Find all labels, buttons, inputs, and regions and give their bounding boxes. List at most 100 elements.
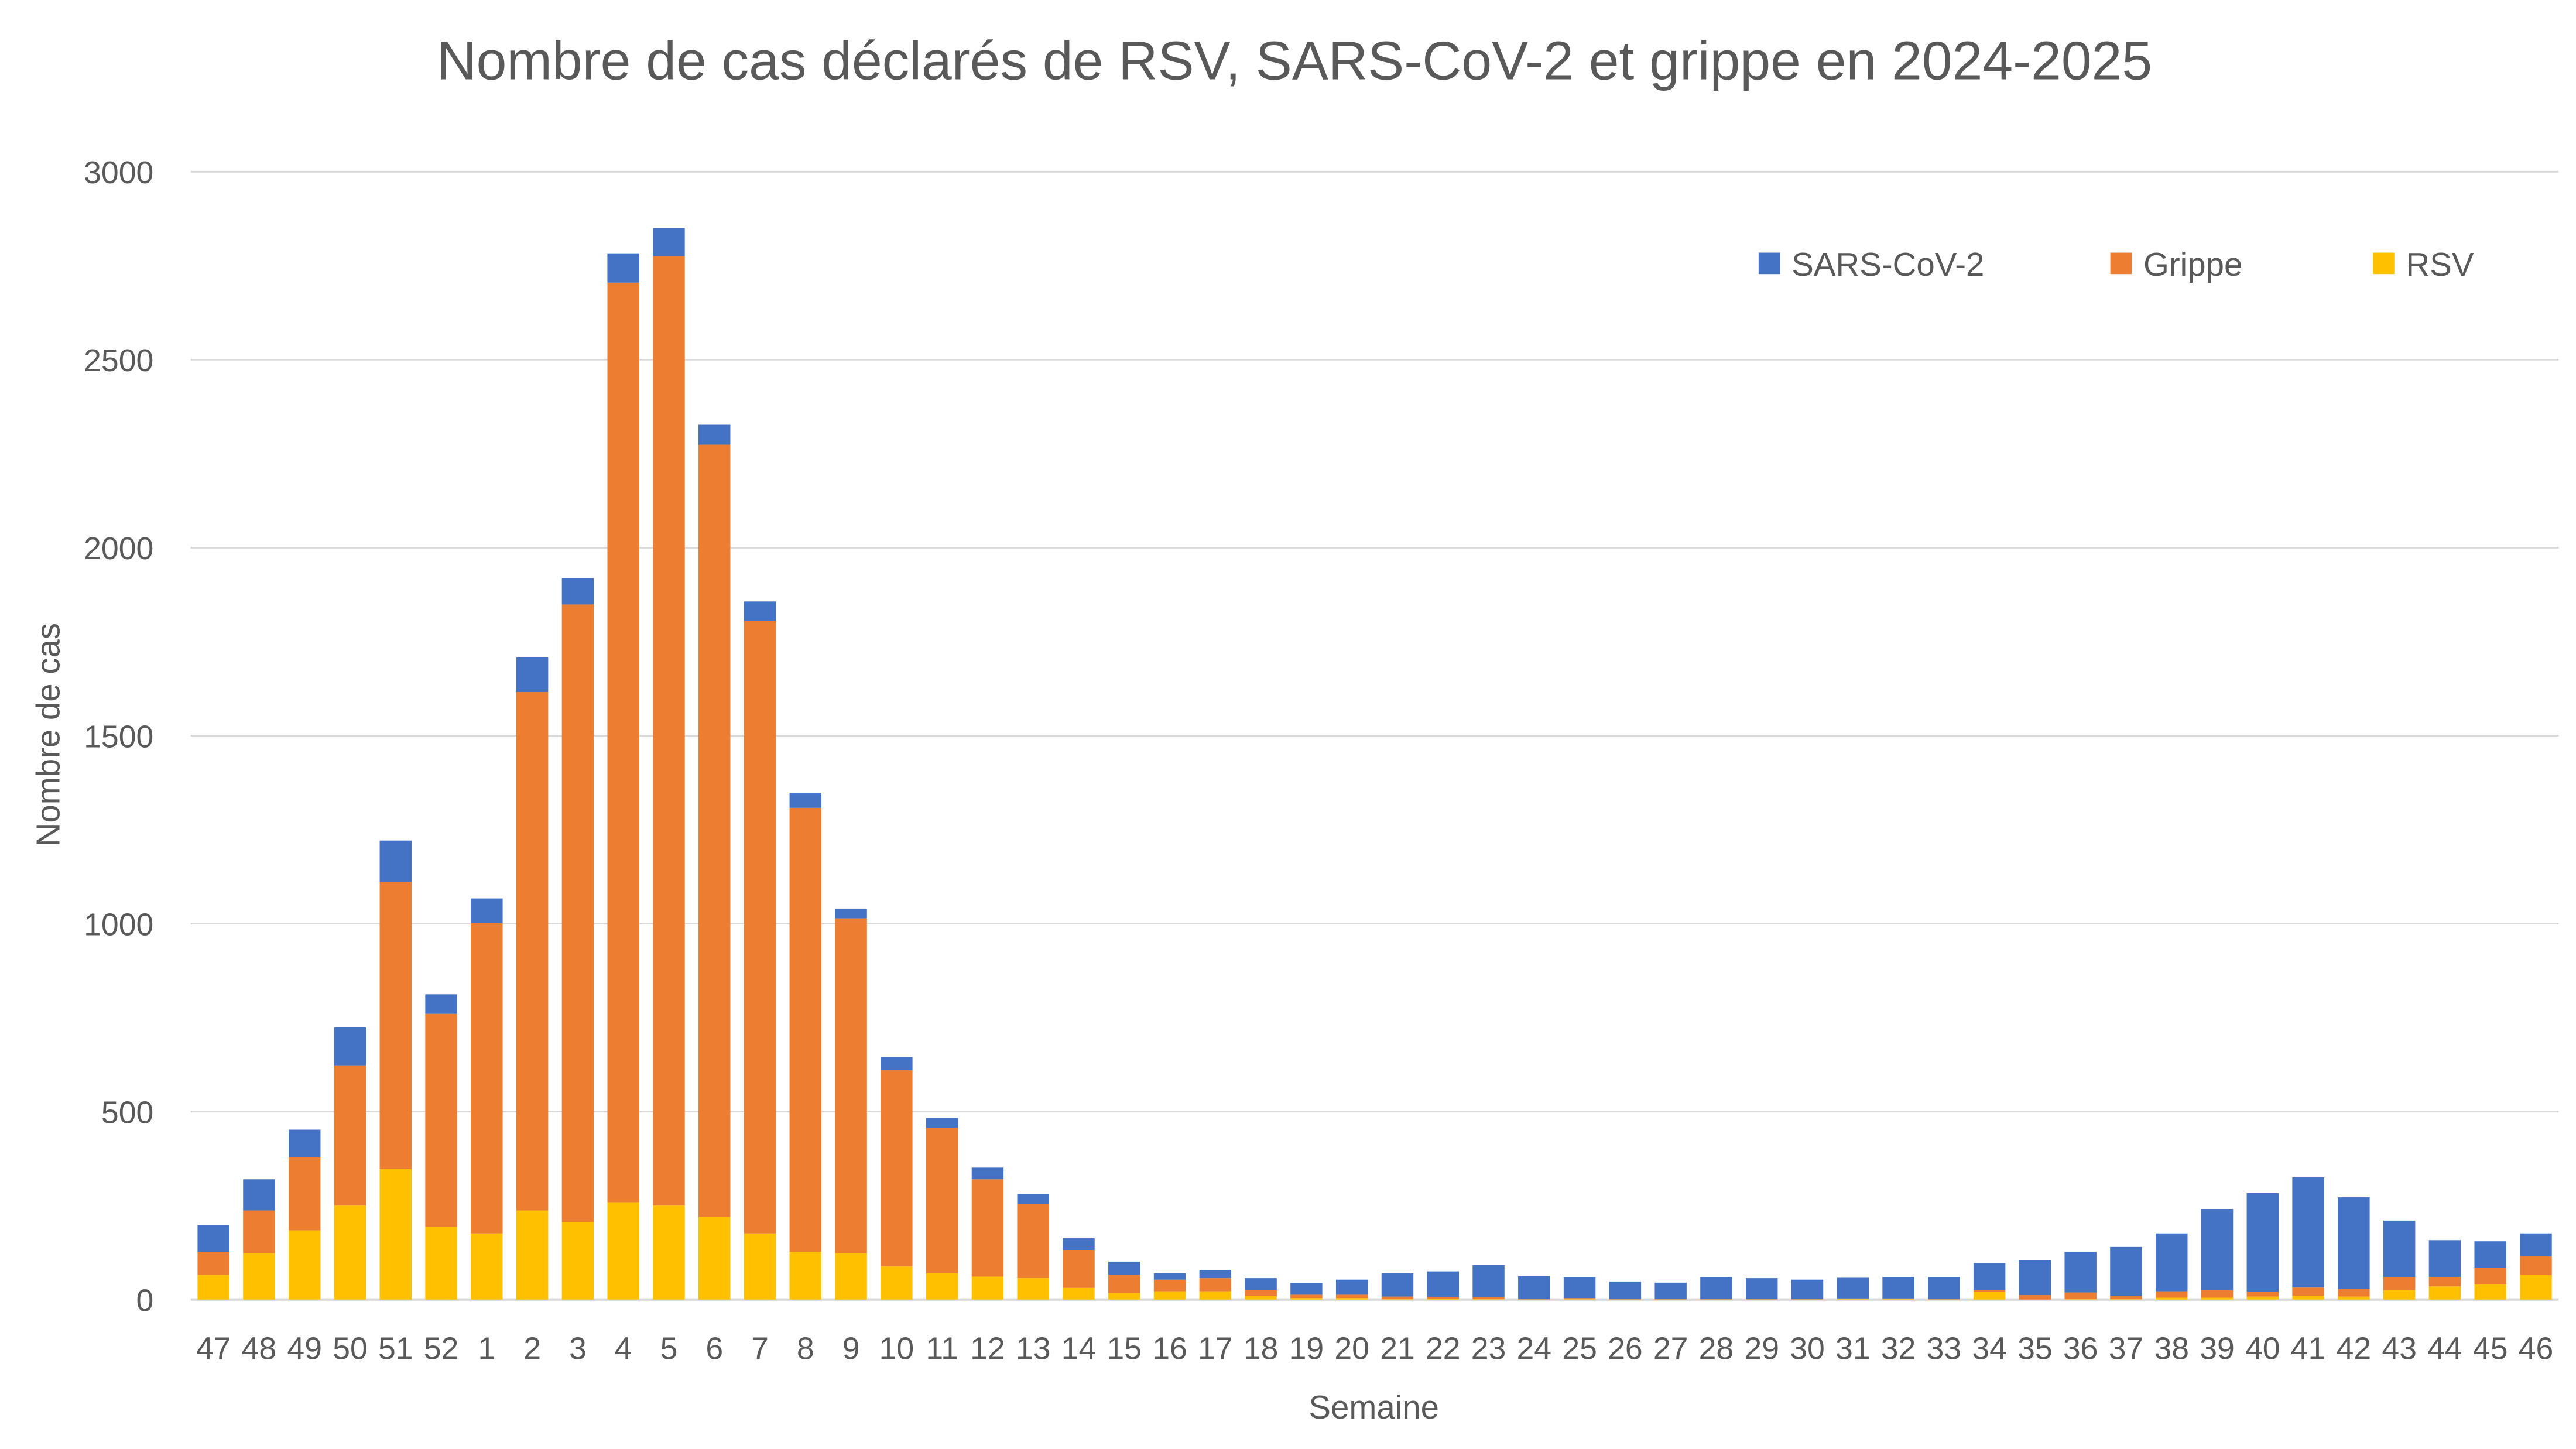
bar-sars-cov-2-week-8 <box>789 793 822 808</box>
bar-sars-cov-2-week-46 <box>2520 1233 2552 1256</box>
bar-sars-cov-2-week-24 <box>1518 1276 1550 1300</box>
bar-sars-cov-2-week-51 <box>379 840 412 882</box>
x-tick-label: 38 <box>2154 1331 2189 1366</box>
x-tick-label: 2 <box>523 1331 541 1366</box>
x-tick-label: 3 <box>569 1331 587 1366</box>
bar-sars-cov-2-week-26 <box>1609 1281 1642 1300</box>
bar-sars-cov-2-week-36 <box>2064 1252 2097 1293</box>
bar-sars-cov-2-week-29 <box>1745 1278 1778 1300</box>
legend-label-sars-cov-2: SARS-CoV-2 <box>1791 246 1984 283</box>
bar-rsv-week-34 <box>1973 1292 2006 1300</box>
bar-grippe-week-4 <box>607 282 639 1203</box>
x-tick-label: 8 <box>797 1331 814 1366</box>
bar-grippe-week-40 <box>2246 1292 2279 1297</box>
bar-grippe-week-1 <box>471 923 503 1234</box>
bar-sars-cov-2-week-2 <box>516 657 549 693</box>
bar-rsv-week-15 <box>1108 1293 1140 1300</box>
bar-grippe-week-2 <box>516 692 549 1211</box>
x-tick-label: 34 <box>1972 1331 2007 1366</box>
bar-sars-cov-2-week-14 <box>1063 1238 1095 1250</box>
x-tick-label: 9 <box>842 1331 860 1366</box>
bar-grippe-week-33 <box>1928 1299 1960 1300</box>
x-tick-label: 45 <box>2473 1331 2508 1366</box>
y-tick-label: 2500 <box>84 343 153 378</box>
bar-grippe-week-36 <box>2064 1292 2097 1300</box>
bar-sars-cov-2-week-20 <box>1335 1279 1368 1295</box>
x-tick-label: 25 <box>1562 1331 1597 1366</box>
bar-grippe-week-27 <box>1654 1299 1687 1300</box>
bar-rsv-week-10 <box>881 1266 913 1300</box>
bar-grippe-week-43 <box>2383 1277 2416 1290</box>
bar-grippe-week-7 <box>744 621 776 1234</box>
bar-sars-cov-2-week-44 <box>2428 1240 2461 1277</box>
bar-grippe-week-3 <box>561 604 594 1222</box>
bar-grippe-week-49 <box>288 1157 321 1231</box>
x-tick-label: 11 <box>926 1331 958 1366</box>
bar-sars-cov-2-week-9 <box>835 908 867 919</box>
bar-sars-cov-2-week-16 <box>1153 1273 1186 1280</box>
bar-sars-cov-2-week-12 <box>971 1167 1004 1180</box>
bar-rsv-week-14 <box>1063 1287 1095 1300</box>
bar-rsv-week-11 <box>926 1273 958 1300</box>
bar-rsv-week-25 <box>1563 1299 1596 1300</box>
bar-rsv-week-3 <box>561 1222 594 1300</box>
y-tick-label: 0 <box>136 1283 153 1318</box>
x-tick-label: 6 <box>705 1331 723 1366</box>
bar-rsv-week-4 <box>607 1202 639 1300</box>
bar-rsv-week-7 <box>744 1233 776 1300</box>
bar-rsv-week-47 <box>197 1275 229 1300</box>
bar-grippe-week-41 <box>2292 1287 2324 1296</box>
bar-sars-cov-2-week-48 <box>243 1179 275 1211</box>
bar-sars-cov-2-week-32 <box>1882 1277 1914 1299</box>
x-axis-label: Semaine <box>1308 1389 1439 1426</box>
x-tick-labels: 47 48 49 50 51 52 1 2 3 4 5 6 7 8 9 10 11 12 13 14 15 16 17 18 1… <box>196 1331 2553 1366</box>
x-tick-label: 43 <box>2382 1331 2417 1366</box>
bar-rsv-week-20 <box>1335 1298 1368 1300</box>
bar-rsv-week-17 <box>1199 1291 1232 1300</box>
bar-grippe-week-16 <box>1153 1279 1186 1292</box>
bar-sars-cov-2-week-31 <box>1837 1277 1869 1299</box>
x-tick-label: 52 <box>424 1331 459 1366</box>
bar-sars-cov-2-week-41 <box>2292 1177 2324 1288</box>
bar-sars-cov-2-week-45 <box>2474 1241 2506 1268</box>
bar-grippe-week-14 <box>1063 1249 1095 1288</box>
bar-rsv-week-41 <box>2292 1296 2324 1300</box>
bar-sars-cov-2-week-35 <box>2019 1260 2051 1296</box>
bar-rsv-week-40 <box>2246 1296 2279 1300</box>
x-tick-label: 14 <box>1061 1331 1097 1366</box>
x-tick-label: 19 <box>1289 1331 1324 1366</box>
bar-rsv-week-45 <box>2474 1284 2506 1300</box>
bar-rsv-week-51 <box>379 1169 412 1300</box>
bar-grippe-week-12 <box>971 1179 1004 1277</box>
bar-sars-cov-2-week-52 <box>425 994 457 1014</box>
bar-grippe-week-45 <box>2474 1268 2506 1285</box>
bar-grippe-week-25 <box>1563 1298 1596 1300</box>
x-tick-label: 5 <box>660 1331 678 1366</box>
x-tick-label: 46 <box>2519 1331 2554 1366</box>
x-tick-label: 26 <box>1608 1331 1643 1366</box>
x-tick-label: 17 <box>1198 1331 1233 1366</box>
bar-grippe-week-22 <box>1427 1297 1459 1299</box>
bar-rsv-week-6 <box>698 1217 731 1300</box>
bar-grippe-week-21 <box>1381 1296 1414 1300</box>
bar-rsv-week-38 <box>2156 1297 2188 1300</box>
bar-sars-cov-2-week-22 <box>1427 1271 1459 1297</box>
x-tick-label: 37 <box>2109 1331 2144 1366</box>
bar-grippe-week-52 <box>425 1013 457 1227</box>
bar-rsv-week-23 <box>1472 1299 1505 1300</box>
bar-grippe-week-29 <box>1745 1299 1778 1300</box>
x-tick-label: 29 <box>1744 1331 1779 1366</box>
x-tick-label: 49 <box>287 1331 322 1366</box>
bar-rsv-week-9 <box>835 1253 867 1300</box>
x-tick-label: 35 <box>2017 1331 2053 1366</box>
bar-rsv-week-42 <box>2338 1296 2370 1300</box>
bar-grippe-week-51 <box>379 882 412 1169</box>
x-tick-label: 41 <box>2291 1331 2326 1366</box>
bar-sars-cov-2-week-15 <box>1108 1261 1140 1275</box>
bar-sars-cov-2-week-23 <box>1472 1265 1505 1297</box>
x-tick-label: 23 <box>1471 1331 1506 1366</box>
bar-sars-cov-2-week-40 <box>2246 1193 2279 1292</box>
bar-rsv-week-13 <box>1017 1278 1049 1300</box>
bar-rsv-week-52 <box>425 1227 457 1300</box>
